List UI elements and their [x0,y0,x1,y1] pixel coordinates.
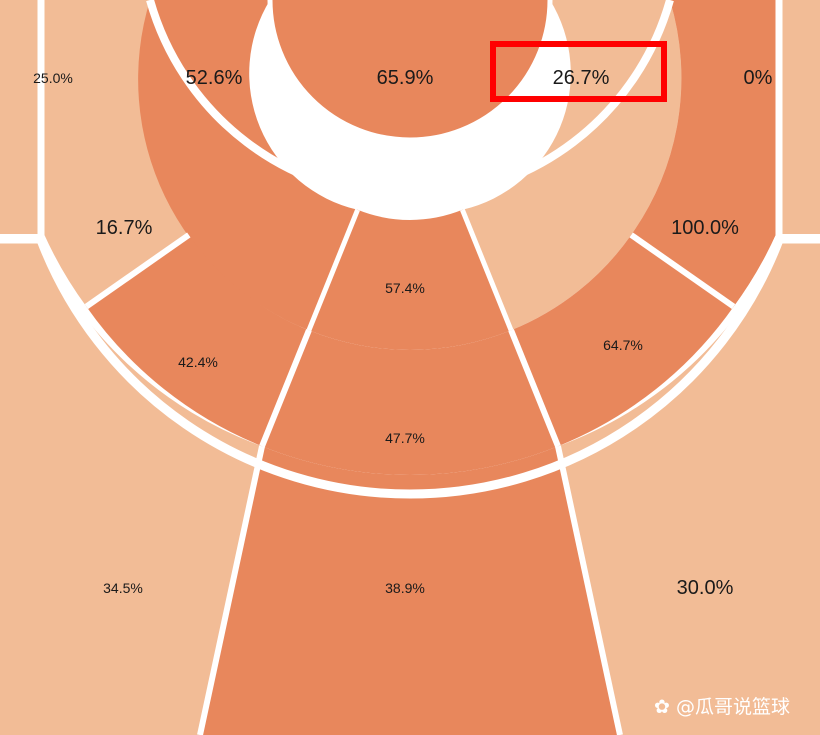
left-corner-line [0,0,45,244]
zone-right-wing-long-mid [511,234,734,447]
label-paint-non-ra: 57.4% [385,280,425,296]
zone-labels: 25.0% 16.7% 52.6% 65.9% 26.7% 0% 100.0% 57.4% 42… [33,67,773,599]
divider-inner-right [460,208,514,332]
label-left-short-mid: 52.6% [186,67,243,89]
zone-top-long-mid [262,330,558,475]
divider-lane-right [508,329,561,448]
zone-right-elbow-mid [631,0,776,307]
divider-three-left [197,445,265,735]
divider-outer-left [84,232,191,310]
watermark: ✿ @瓜哥说篮球 [654,696,790,718]
divider-outer-right [629,232,736,310]
label-left-wing-long-mid: 42.4% [178,354,218,370]
label-left-baseline-mid: 16.7% [96,217,153,239]
zone-left-baseline-mid [44,0,193,307]
zone-restricted-area [270,0,550,140]
watermark-text: @瓜哥说篮球 [676,696,790,718]
label-right-baseline-mid: 0% [744,67,773,89]
zone-left-wing-long-mid [86,234,309,447]
divider-lane-left [259,329,312,448]
label-right-elbow-mid: 100.0% [671,217,739,239]
label-top-long-mid: 47.7% [385,430,425,446]
divider-three-right [555,445,623,735]
label-right-short-mid: 26.7% [553,67,610,89]
label-right-wing-three: 30.0% [677,577,734,599]
three-point-arc [36,238,784,499]
label-restricted-area: 65.9% [377,67,434,89]
zone-left-corner-three [0,0,38,234]
zone-top-key-three [200,446,620,735]
label-left-corner-three: 25.0% [33,70,73,86]
label-top-key-three: 38.9% [385,580,425,596]
label-left-wing-three: 34.5% [103,580,143,596]
zone-right-wing-three [558,240,820,735]
highlight-box [490,41,667,102]
restricted-arc [267,0,553,143]
watermark-icon: ✿ [654,696,670,718]
zone-right-corner-three [782,0,820,234]
mid-arc [146,0,674,202]
zone-paint-non-ra [308,209,512,350]
zone-left-wing-three [0,240,262,735]
divider-inner-left [306,208,360,332]
label-right-wing-long-mid: 64.7% [603,337,643,353]
right-corner-line [775,0,820,244]
